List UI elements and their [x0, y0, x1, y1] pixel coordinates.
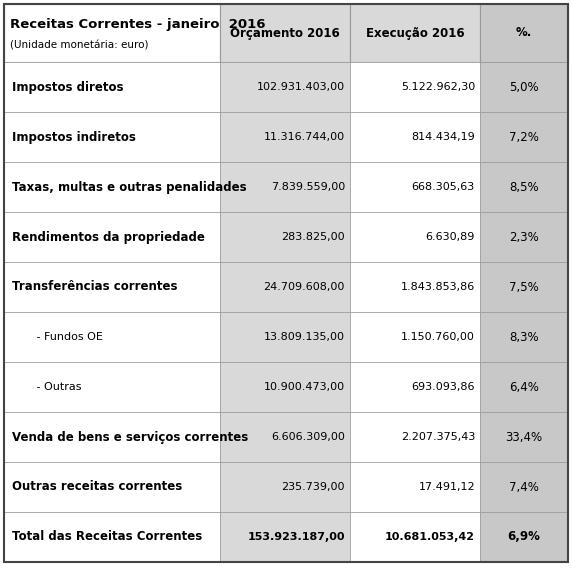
Bar — [350, 162, 480, 212]
Text: 1.843.853,86: 1.843.853,86 — [401, 282, 475, 292]
Text: Impostos indiretos: Impostos indiretos — [12, 131, 136, 144]
Text: - Fundos OE: - Fundos OE — [26, 332, 103, 342]
Text: 8,3%: 8,3% — [509, 331, 539, 344]
Bar — [480, 462, 568, 512]
Bar — [350, 212, 480, 262]
Bar — [220, 312, 350, 362]
Bar — [4, 212, 220, 262]
Text: 6,4%: 6,4% — [509, 381, 539, 394]
Bar — [220, 512, 350, 562]
Bar — [4, 312, 220, 362]
Bar — [4, 62, 220, 112]
Text: 1.150.760,00: 1.150.760,00 — [401, 332, 475, 342]
Text: 7,4%: 7,4% — [509, 481, 539, 494]
Text: 7,5%: 7,5% — [509, 281, 539, 294]
Bar — [350, 112, 480, 162]
Bar — [480, 312, 568, 362]
Bar — [480, 412, 568, 462]
Bar — [480, 362, 568, 412]
Text: 8,5%: 8,5% — [509, 181, 539, 194]
Bar — [350, 362, 480, 412]
Bar — [480, 512, 568, 562]
Bar — [220, 162, 350, 212]
Text: Orçamento 2016: Orçamento 2016 — [230, 27, 340, 40]
Text: 693.093,86: 693.093,86 — [411, 382, 475, 392]
Bar — [350, 312, 480, 362]
Bar — [350, 462, 480, 512]
Bar — [350, 412, 480, 462]
Bar — [220, 112, 350, 162]
Bar — [4, 412, 220, 462]
Text: 102.931.403,00: 102.931.403,00 — [257, 82, 345, 92]
Text: 153.923.187,00: 153.923.187,00 — [248, 532, 345, 542]
Bar — [350, 262, 480, 312]
Text: 6,9%: 6,9% — [507, 531, 541, 544]
Text: 7,2%: 7,2% — [509, 131, 539, 144]
Bar — [220, 262, 350, 312]
Text: 6.630,89: 6.630,89 — [426, 232, 475, 242]
Bar — [480, 112, 568, 162]
Text: Execução 2016: Execução 2016 — [366, 27, 464, 40]
Bar — [350, 512, 480, 562]
Text: 7.839.559,00: 7.839.559,00 — [271, 182, 345, 192]
Text: 668.305,63: 668.305,63 — [412, 182, 475, 192]
Text: 2.207.375,43: 2.207.375,43 — [400, 432, 475, 442]
Bar — [350, 4, 480, 62]
Text: 2,3%: 2,3% — [509, 231, 539, 244]
Bar — [480, 262, 568, 312]
Text: 24.709.608,00: 24.709.608,00 — [264, 282, 345, 292]
Bar — [4, 512, 220, 562]
Bar — [480, 62, 568, 112]
Text: 33,4%: 33,4% — [506, 431, 543, 444]
Text: 10.900.473,00: 10.900.473,00 — [264, 382, 345, 392]
Text: Receitas Correntes - janeiro  2016: Receitas Correntes - janeiro 2016 — [10, 18, 265, 31]
Text: 5,0%: 5,0% — [509, 81, 539, 94]
Text: Venda de bens e serviços correntes: Venda de bens e serviços correntes — [12, 431, 248, 444]
Bar — [220, 212, 350, 262]
Text: Impostos diretos: Impostos diretos — [12, 81, 124, 94]
Text: 17.491,12: 17.491,12 — [418, 482, 475, 492]
Bar — [220, 462, 350, 512]
Bar — [220, 412, 350, 462]
Bar — [480, 162, 568, 212]
Bar — [4, 162, 220, 212]
Text: 5.122.962,30: 5.122.962,30 — [401, 82, 475, 92]
Bar — [4, 112, 220, 162]
Text: 10.681.053,42: 10.681.053,42 — [385, 532, 475, 542]
Bar — [480, 212, 568, 262]
Text: 6.606.309,00: 6.606.309,00 — [271, 432, 345, 442]
Text: (Unidade monetária: euro): (Unidade monetária: euro) — [10, 41, 149, 51]
Bar — [4, 262, 220, 312]
Bar — [220, 362, 350, 412]
Text: 13.809.135,00: 13.809.135,00 — [264, 332, 345, 342]
Text: %.: %. — [516, 27, 532, 40]
Text: Rendimentos da propriedade: Rendimentos da propriedade — [12, 231, 205, 244]
Text: Transferências correntes: Transferências correntes — [12, 281, 177, 294]
Bar — [4, 4, 220, 62]
Text: 814.434,19: 814.434,19 — [411, 132, 475, 142]
Text: 283.825,00: 283.825,00 — [281, 232, 345, 242]
Text: Outras receitas correntes: Outras receitas correntes — [12, 481, 182, 494]
Bar — [350, 62, 480, 112]
Bar — [480, 4, 568, 62]
Bar — [220, 4, 350, 62]
Text: 11.316.744,00: 11.316.744,00 — [264, 132, 345, 142]
Text: Taxas, multas e outras penalidades: Taxas, multas e outras penalidades — [12, 181, 247, 194]
Text: - Outras: - Outras — [26, 382, 81, 392]
Bar — [4, 362, 220, 412]
Bar — [220, 62, 350, 112]
Text: 235.739,00: 235.739,00 — [281, 482, 345, 492]
Text: Total das Receitas Correntes: Total das Receitas Correntes — [12, 531, 202, 544]
Bar — [4, 462, 220, 512]
